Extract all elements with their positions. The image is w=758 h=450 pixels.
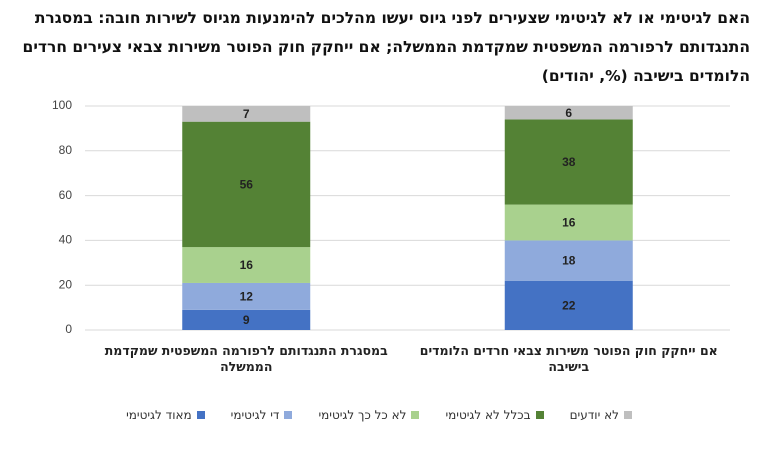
legend-item: מאוד לגיטימי	[126, 408, 205, 422]
bar-segment	[504, 106, 633, 120]
y-tick-label: 40	[59, 233, 73, 247]
bar-segment	[504, 240, 633, 281]
legend-label: לא כל כך לגיטימי	[318, 408, 407, 422]
y-tick-label: 100	[52, 98, 72, 112]
bar-segment	[504, 204, 633, 241]
y-tick-label: 0	[65, 322, 72, 336]
legend-item: בכלל לא לגיטימי	[445, 408, 544, 422]
y-tick-label: 20	[59, 277, 73, 291]
data-label: 9	[243, 313, 250, 327]
legend-label: בכלל לא לגיטימי	[445, 408, 531, 422]
legend-swatch	[623, 411, 632, 419]
data-label: 7	[243, 107, 250, 121]
legend-swatch	[535, 411, 544, 419]
x-tick-label: אם ייחקק חוק הפוטר משירות צבאי חרדים הלו…	[419, 343, 718, 374]
bar-segment	[504, 119, 633, 205]
legend-label: לא יודעים	[569, 408, 619, 422]
legend: מאוד לגיטימי די לגיטימי לא כל כך לגיטימי בכ…	[0, 408, 758, 422]
bar-segment	[182, 247, 311, 283]
legend-swatch	[284, 411, 293, 419]
bar-segment	[182, 106, 311, 122]
bar-segment	[182, 282, 311, 310]
data-label: 12	[240, 290, 254, 304]
y-tick-label: 60	[59, 188, 73, 202]
legend-item: לא יודעים	[570, 408, 632, 422]
data-label: 18	[562, 254, 576, 268]
chart-title: האם לגיטימי או לא לגיטימי שצעירים לפני ג…	[22, 9, 750, 85]
bar-segment	[182, 309, 311, 330]
data-label: 56	[240, 178, 254, 192]
legend-swatch	[411, 411, 420, 419]
y-tick-label: 80	[59, 143, 73, 157]
data-label: 16	[240, 258, 254, 272]
legend-label: מאוד לגיטימי	[126, 408, 192, 422]
x-tick-label: במסגרת התנגדותם לרפורמה המשפטית שמקדמת ה…	[104, 343, 388, 374]
bar-segment	[504, 280, 633, 330]
data-label: 22	[562, 299, 576, 313]
legend-label: די לגיטימי	[230, 408, 280, 422]
legend-item: די לגיטימי	[231, 408, 293, 422]
legend-item: לא כל כך לגיטימי	[318, 408, 420, 422]
data-label: 16	[562, 216, 576, 230]
legend-swatch	[196, 411, 205, 419]
data-label: 6	[565, 106, 572, 120]
data-label: 38	[562, 155, 576, 169]
bar-segment	[182, 121, 311, 248]
